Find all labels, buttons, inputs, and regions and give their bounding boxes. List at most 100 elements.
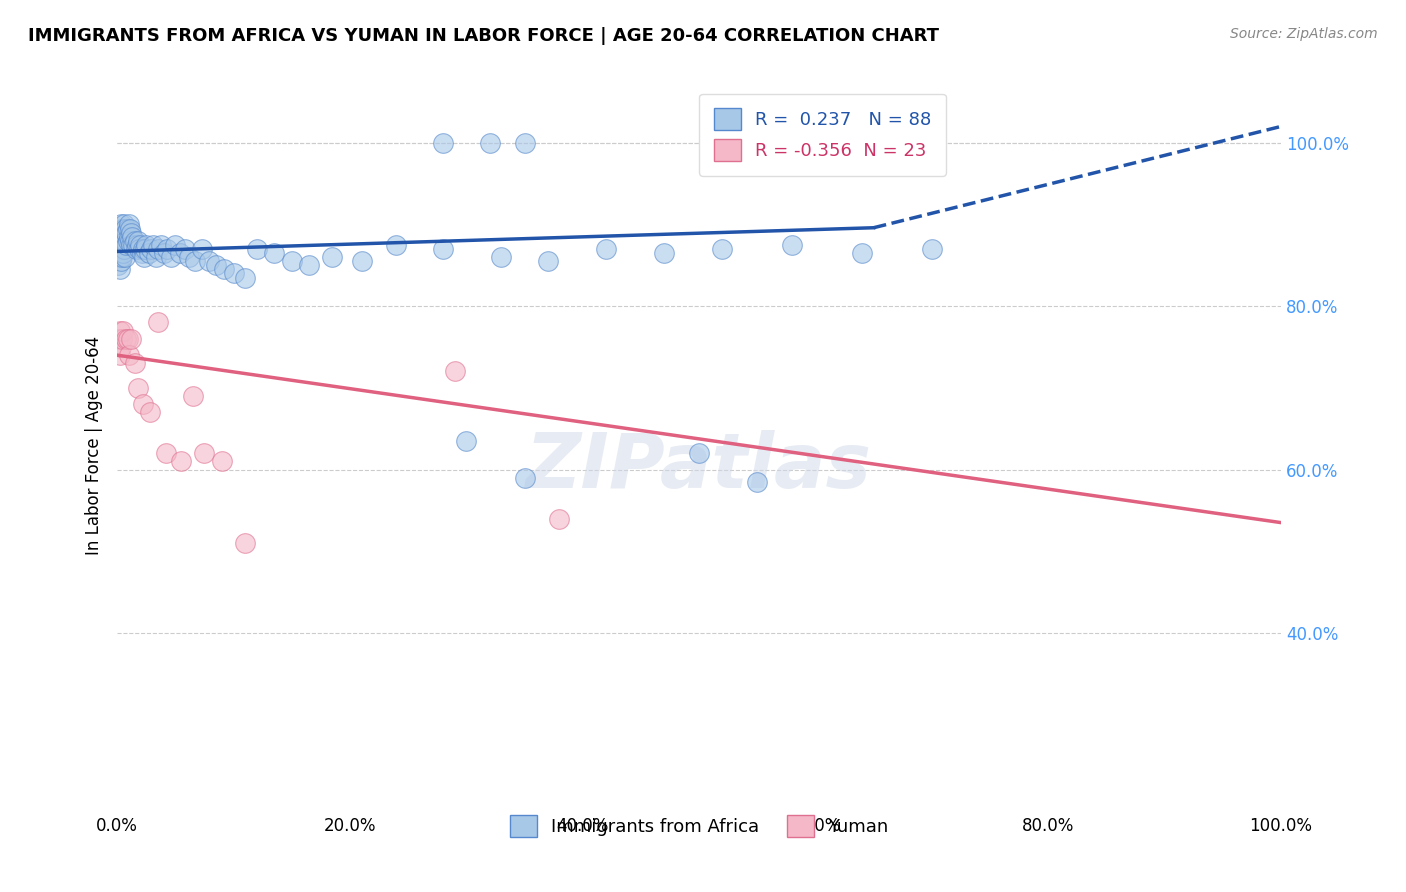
Point (111, 332, 134, 346)
Point (298, 258, 321, 272)
Point (131, 246, 153, 260)
Point (107, 332, 129, 346)
Point (117, 332, 139, 346)
Y-axis label: In Labor Force | Age 20-64: In Labor Force | Age 20-64 (86, 335, 103, 555)
Point (122, 238, 145, 252)
Point (111, 221, 134, 235)
Point (139, 405, 162, 419)
Point (117, 221, 139, 235)
Point (110, 218, 132, 232)
Text: IMMIGRANTS FROM AFRICA VS YUMAN IN LABOR FORCE | AGE 20-64 CORRELATION CHART: IMMIGRANTS FROM AFRICA VS YUMAN IN LABOR… (28, 27, 939, 45)
Point (169, 246, 191, 260)
Point (156, 242, 179, 256)
Point (513, 136, 536, 150)
Point (112, 229, 135, 244)
Point (111, 246, 134, 260)
Point (246, 242, 269, 256)
Point (108, 324, 131, 338)
Legend: Immigrants from Africa, Yuman: Immigrants from Africa, Yuman (502, 807, 896, 844)
Point (139, 242, 162, 256)
Point (193, 446, 215, 460)
Point (155, 446, 177, 460)
Text: Source: ZipAtlas.com: Source: ZipAtlas.com (1230, 27, 1378, 41)
Point (150, 238, 173, 252)
Point (159, 250, 181, 264)
Point (124, 234, 146, 248)
Point (443, 364, 465, 378)
Point (111, 324, 134, 338)
Point (111, 238, 134, 252)
Point (851, 246, 873, 260)
Point (281, 254, 304, 268)
Point (198, 254, 221, 268)
Point (118, 234, 141, 248)
Point (129, 238, 152, 252)
Point (146, 242, 169, 256)
Point (191, 242, 214, 256)
Point (107, 229, 129, 244)
Point (146, 316, 169, 330)
Point (432, 136, 454, 150)
Point (456, 434, 478, 448)
Point (111, 250, 134, 264)
Point (142, 238, 165, 252)
Point (110, 242, 132, 256)
Point (120, 332, 142, 346)
Point (118, 221, 141, 235)
Point (652, 246, 675, 260)
Point (711, 242, 734, 256)
Point (211, 454, 233, 468)
Point (263, 246, 285, 260)
Point (132, 250, 155, 264)
Point (132, 397, 155, 411)
Point (108, 242, 131, 256)
Point (108, 221, 131, 235)
Point (125, 238, 148, 252)
Point (117, 234, 139, 248)
Point (108, 250, 131, 264)
Point (118, 348, 141, 362)
Point (108, 262, 131, 277)
Point (152, 246, 174, 260)
Point (537, 254, 560, 268)
Point (114, 234, 136, 248)
Point (115, 332, 138, 346)
Point (110, 229, 132, 244)
Point (921, 242, 943, 256)
Point (233, 270, 256, 285)
Point (112, 218, 135, 232)
Point (108, 234, 131, 248)
Point (111, 234, 134, 248)
Point (179, 250, 201, 264)
Point (118, 229, 141, 244)
Point (205, 258, 228, 272)
Point (120, 238, 142, 252)
Point (145, 250, 167, 264)
Point (135, 238, 157, 252)
Point (114, 250, 136, 264)
Point (118, 218, 141, 232)
Point (173, 242, 195, 256)
Point (111, 226, 134, 240)
Point (138, 246, 160, 260)
Point (184, 254, 207, 268)
Point (121, 229, 143, 244)
Point (432, 242, 454, 256)
Point (181, 389, 204, 403)
Point (110, 254, 132, 268)
Point (115, 238, 138, 252)
Point (548, 511, 571, 525)
Point (233, 536, 256, 550)
Point (107, 250, 129, 264)
Point (110, 340, 132, 354)
Point (132, 242, 155, 256)
Text: ZIPatlas: ZIPatlas (526, 430, 872, 504)
Point (114, 221, 136, 235)
Point (688, 446, 710, 460)
Point (321, 250, 343, 264)
Point (107, 242, 129, 256)
Point (112, 242, 135, 256)
Point (165, 238, 187, 252)
Point (125, 242, 148, 256)
Point (385, 238, 408, 252)
